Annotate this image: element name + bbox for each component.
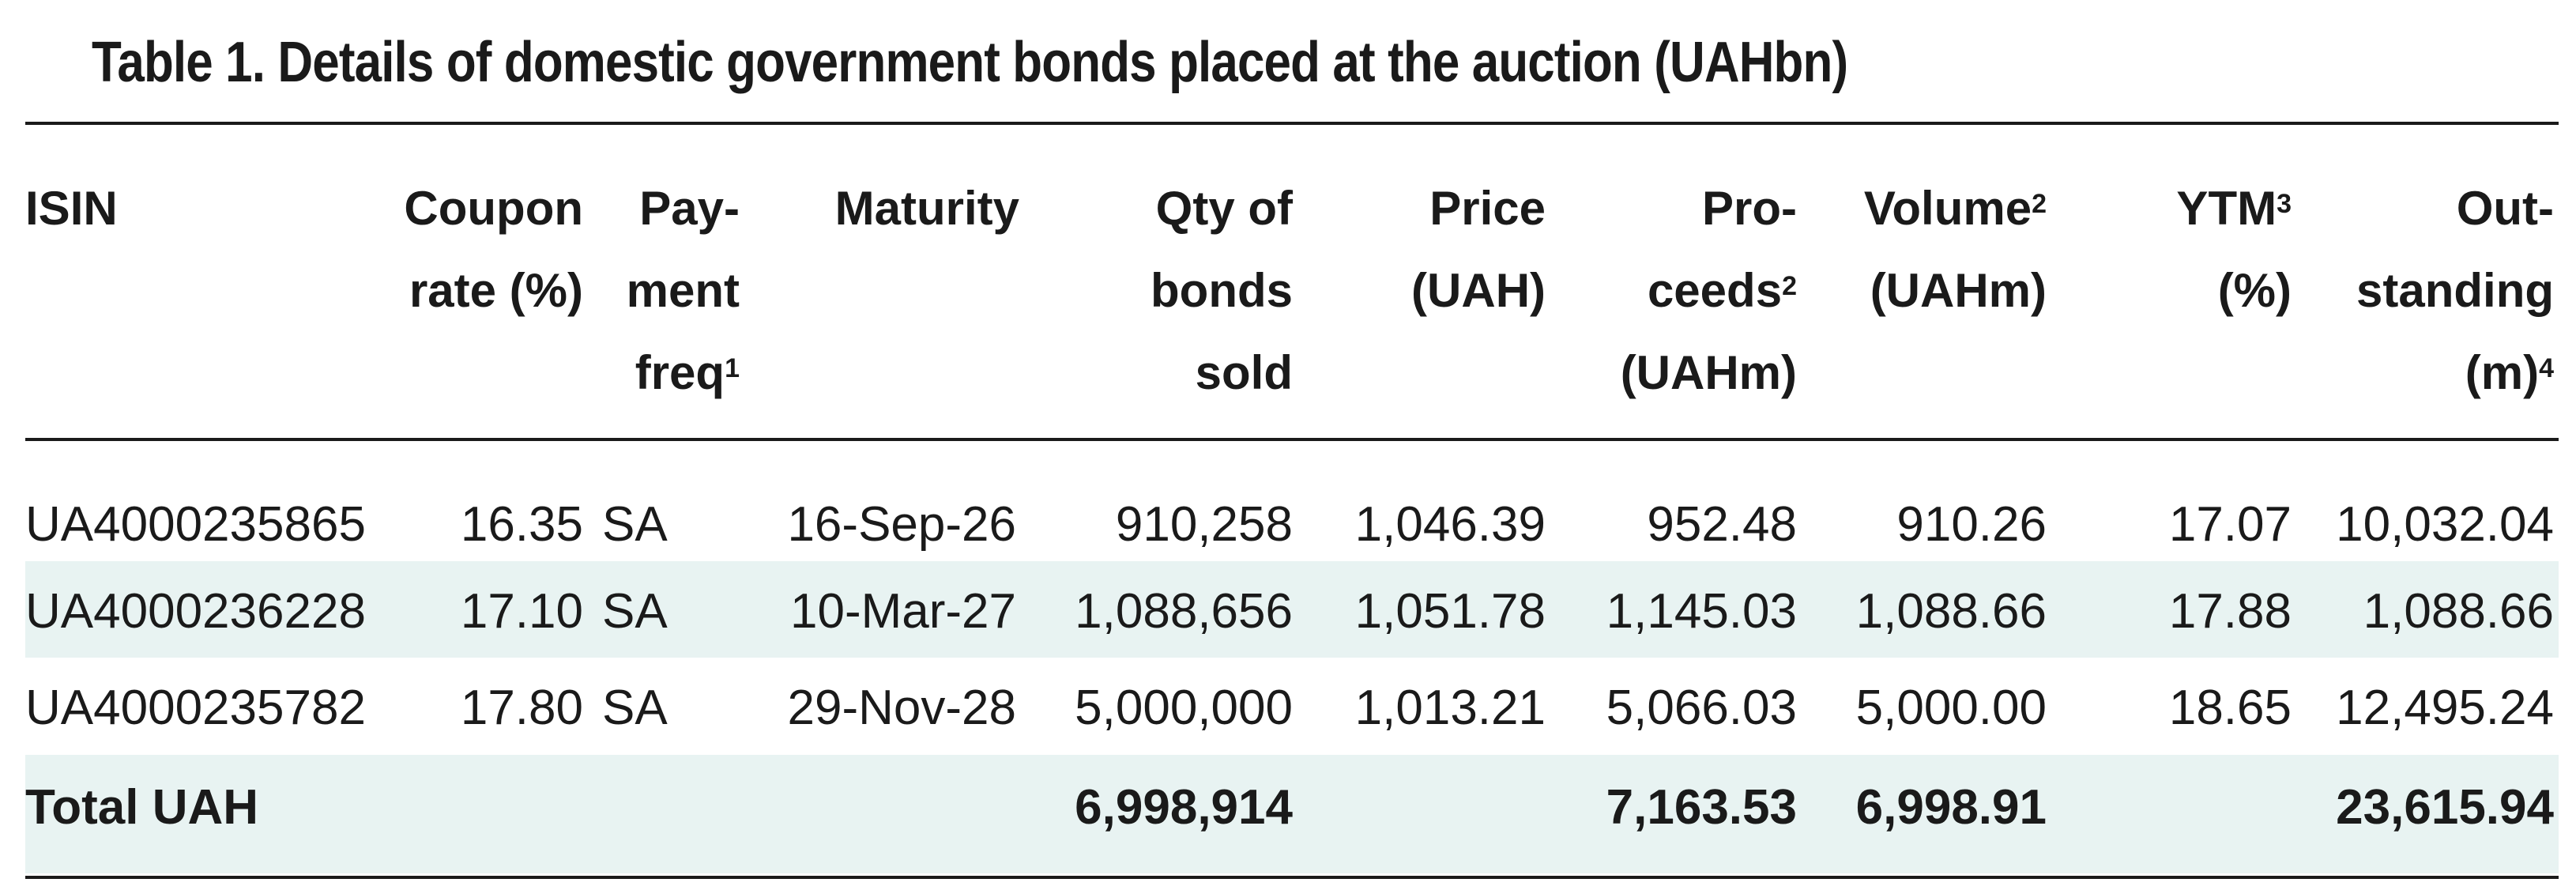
cell-isin: UA4000235865 [25,497,366,552]
cell-qty: 5,000,000 [1075,681,1293,735]
cell-price: 1,046.39 [1354,497,1546,552]
row-band [25,561,2559,658]
cell-volume: 5,000.00 [1855,681,2047,735]
cell-coupon: 16.35 [460,497,583,552]
cell-coupon: 17.80 [460,681,583,735]
cell-volume: 910.26 [1896,497,2047,552]
cell-ytm: 17.88 [2168,584,2292,639]
header-outstanding: Out- standing (m)4 [2356,182,2554,399]
cell-proceeds: 5,066.03 [1606,681,1797,735]
header-coupon-rate: Coupon rate (%) [404,182,583,317]
cell-coupon: 17.10 [460,584,583,639]
total-proceeds: 7,163.53 [1606,780,1797,835]
footnote-marker: 3 [2277,189,2292,219]
header-price: Price (UAH) [1411,182,1546,317]
footnote-marker: 2 [1782,271,1797,301]
cell-outstanding: 1,088.66 [2363,584,2554,639]
cell-pay-freq: SA [602,584,668,639]
cell-ytm: 18.65 [2168,681,2292,735]
top-rule [25,122,2559,125]
total-volume: 6,998.91 [1855,780,2047,835]
header-volume: Volume2 (UAHm) [1863,182,2047,317]
footnote-marker: 4 [2539,353,2554,383]
header-isin: ISIN [25,182,118,235]
cell-outstanding: 12,495.24 [2336,681,2554,735]
total-label: Total UAH [25,780,259,835]
cell-isin: UA4000236228 [25,584,366,639]
table-title: Table 1. Details of domestic government … [92,31,1848,94]
footnote-marker: 2 [2032,189,2047,219]
cell-outstanding: 10,032.04 [2336,497,2554,552]
cell-price: 1,013.21 [1354,681,1546,735]
cell-proceeds: 1,145.03 [1606,584,1797,639]
cell-pay-freq: SA [602,681,668,735]
header-maturity: Maturity [834,182,1019,235]
footnote-marker: 1 [725,353,740,383]
cell-maturity: 16-Sep-26 [787,497,1016,552]
cell-qty: 910,258 [1115,497,1293,552]
cell-maturity: 10-Mar-27 [790,584,1016,639]
cell-volume: 1,088.66 [1855,584,2047,639]
cell-ytm: 17.07 [2168,497,2292,552]
bottom-rule [25,876,2559,879]
header-rule [25,438,2559,441]
header-ytm: YTM3 (%) [2176,182,2292,317]
cell-maturity: 29-Nov-28 [787,681,1016,735]
cell-qty: 1,088,656 [1075,584,1293,639]
cell-pay-freq: SA [602,497,668,552]
total-qty: 6,998,914 [1075,780,1293,835]
cell-price: 1,051.78 [1354,584,1546,639]
total-outstanding: 23,615.94 [2336,780,2554,835]
header-qty-sold: Qty of bonds sold [1151,182,1293,399]
total-row-band [25,755,2559,873]
cell-proceeds: 952.48 [1647,497,1797,552]
header-proceeds: Pro- ceeds2 (UAHm) [1620,182,1797,399]
header-payment-freq: Pay- ment freq1 [626,182,740,399]
cell-isin: UA4000235782 [25,681,366,735]
